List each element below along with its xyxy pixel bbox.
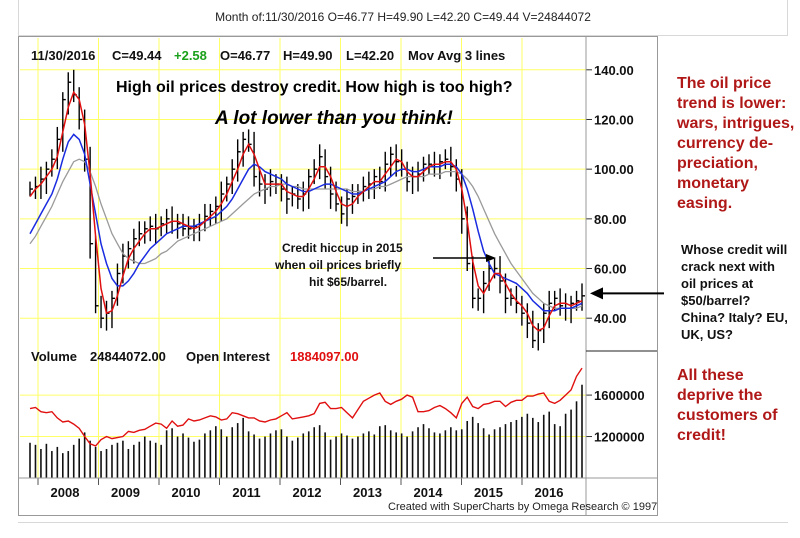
side-arrow-head	[590, 287, 603, 300]
ma-long-line	[29, 158, 583, 309]
year-label-2014: 2014	[414, 485, 444, 500]
chart-frame	[18, 36, 658, 516]
price-tick-label: 40.00	[594, 311, 627, 326]
side-note-conclusion: All these deprive the customers of credi…	[677, 367, 778, 444]
year-label-2015: 2015	[474, 485, 503, 500]
axis-ticks: 2008 2009 2010 2011 2012 2013 2014 2015 2016 140.…	[37, 63, 645, 500]
volume-readout: Volume 24844072.00 Open Interest 1884097…	[31, 349, 359, 364]
price-tick-label: 120.00	[594, 112, 634, 127]
price-tick-label: 140.00	[594, 63, 634, 78]
year-label-2012: 2012	[293, 485, 322, 500]
readout-close: C=49.44	[112, 48, 162, 63]
readout-high: H=49.90	[283, 48, 333, 63]
year-label-2016: 2016	[535, 485, 564, 500]
price-tick-label: 80.00	[594, 212, 627, 227]
series-lines	[29, 90, 583, 447]
annotation-arrow-head	[486, 254, 496, 262]
readout-low: L=42.20	[346, 48, 394, 63]
price-level-arrow	[590, 287, 664, 300]
price-tick-label: 60.00	[594, 262, 627, 277]
subheadline: A lot lower than you think!	[214, 108, 453, 129]
volume-bars	[29, 384, 583, 478]
annotation-line-3: hit $65/barrel.	[309, 275, 387, 289]
grid-lines	[20, 38, 586, 478]
year-label-2010: 2010	[172, 485, 201, 500]
oi-value: 1884097.00	[290, 349, 359, 364]
readout-open: O=46.77	[220, 48, 270, 63]
oi-label: Open Interest	[186, 349, 270, 364]
open-interest-line	[29, 367, 583, 447]
year-label-2009: 2009	[111, 485, 140, 500]
bottom-divider	[18, 522, 788, 538]
readout-study: Mov Avg 3 lines	[408, 48, 505, 63]
year-label-2011: 2011	[232, 485, 260, 500]
annotation-line-1: Credit hiccup in 2015	[282, 241, 403, 255]
readout-change: +2.58	[174, 48, 207, 63]
ma-mid-line	[29, 133, 583, 312]
credit-annotation: Credit hiccup in 2015 when oil prices br…	[274, 241, 406, 289]
readout-date: 11/30/2016	[31, 48, 95, 63]
annotation-line-2: when oil prices briefly	[274, 258, 401, 272]
volume-tick-label: 1200000	[594, 430, 645, 445]
ma-short-line	[29, 90, 583, 332]
credit-text: Created with SuperCharts by Omega Resear…	[388, 501, 657, 513]
side-note-question: Whose credit will crack next with oil pr…	[681, 242, 788, 342]
volume-tick-label: 1600000	[594, 388, 645, 403]
chart-header: Month of:11/30/2016 O=46.77 H=49.90 L=42…	[18, 0, 788, 36]
year-label-2013: 2013	[353, 485, 382, 500]
price-tick-label: 100.00	[594, 162, 634, 177]
price-readout: 11/30/2016 C=49.44 +2.58 O=46.77 H=49.90…	[31, 48, 505, 63]
year-label-2008: 2008	[51, 485, 80, 500]
headline: High oil prices destroy credit. How high…	[116, 79, 512, 96]
volume-value: 24844072.00	[90, 349, 166, 364]
side-note-trend: The oil price trend is lower: wars, intr…	[677, 75, 795, 212]
volume-label: Volume	[31, 349, 77, 364]
